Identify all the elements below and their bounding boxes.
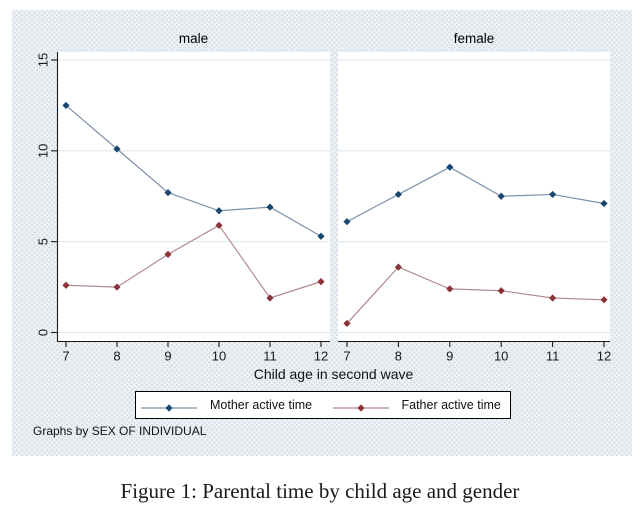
graphs-by-note: Graphs by SEX OF INDIVIDUAL bbox=[33, 424, 207, 438]
y-tick-label: 5 bbox=[36, 238, 51, 245]
mother-line bbox=[65, 104, 322, 237]
father-marker bbox=[394, 263, 402, 271]
mother-marker bbox=[343, 218, 351, 226]
father-marker bbox=[600, 296, 608, 304]
x-axis-title: Child age in second wave bbox=[253, 366, 414, 382]
series-father bbox=[343, 263, 608, 328]
mother-line bbox=[346, 166, 605, 223]
father-marker bbox=[215, 221, 223, 229]
figure-caption: Figure 1: Parental time by child age and… bbox=[120, 479, 520, 503]
father-marker bbox=[446, 285, 454, 293]
father-line bbox=[346, 266, 605, 324]
x-tick-label: 9 bbox=[164, 349, 171, 364]
father-marker bbox=[62, 281, 70, 289]
mother-swatch-svg bbox=[141, 404, 197, 412]
father-marker bbox=[266, 294, 274, 302]
mother-marker bbox=[266, 203, 274, 211]
father-line bbox=[65, 224, 322, 299]
y-tick-label: 10 bbox=[36, 144, 51, 158]
father-marker bbox=[549, 294, 557, 302]
mother-marker bbox=[317, 232, 325, 240]
mother-marker bbox=[164, 189, 172, 197]
series-mother bbox=[343, 163, 608, 226]
y-tick-label: 15 bbox=[36, 53, 51, 67]
father-marker bbox=[317, 278, 325, 286]
series-father bbox=[62, 221, 325, 302]
x-tick-label: 12 bbox=[597, 349, 611, 364]
x-tick-label: 10 bbox=[212, 349, 226, 364]
panel-title-male: male bbox=[178, 31, 209, 46]
x-tick-label: 7 bbox=[343, 349, 350, 364]
x-tick-label: 7 bbox=[62, 349, 69, 364]
gridlines bbox=[338, 59, 610, 333]
panel-female: 7 8 9 10 11 12 bbox=[338, 52, 611, 364]
gridlines bbox=[57, 59, 330, 333]
x-tick-label: 9 bbox=[446, 349, 453, 364]
plot-area bbox=[57, 52, 330, 341]
x-axis: 7 8 9 10 11 12 bbox=[57, 340, 330, 364]
y-axis: 0 5 10 15 bbox=[36, 52, 59, 342]
mother-marker bbox=[113, 145, 121, 153]
legend-item-mother: Mother active time bbox=[136, 392, 319, 418]
mother-marker bbox=[446, 163, 454, 171]
mother-marker bbox=[215, 207, 223, 215]
x-tick-label: 8 bbox=[113, 349, 120, 364]
x-axis: 7 8 9 10 11 12 bbox=[338, 340, 611, 364]
x-tick-label: 12 bbox=[314, 349, 328, 364]
stata-graph: 7 8 9 10 11 12 0 5 10 15 7 8 9 10 11 12 male female Chi… bbox=[12, 10, 632, 456]
series-mother bbox=[62, 101, 325, 240]
y-tick-label: 0 bbox=[36, 329, 51, 336]
father-line-swatch-icon bbox=[332, 400, 390, 412]
x-tick-label: 8 bbox=[395, 349, 402, 364]
mother-marker bbox=[600, 199, 608, 208]
father-swatch-svg bbox=[332, 404, 389, 412]
legend-item-father: Father active time bbox=[319, 392, 511, 418]
chart-canvas: 7 8 9 10 11 12 0 5 10 15 7 8 9 10 11 12 bbox=[36, 52, 611, 364]
legend-label-mother: Mother active time bbox=[210, 398, 313, 412]
father-marker bbox=[113, 283, 121, 291]
panel-title-female: female bbox=[453, 31, 495, 46]
plot-area bbox=[338, 52, 610, 341]
mother-marker bbox=[497, 192, 505, 200]
father-marker bbox=[343, 319, 351, 328]
father-marker bbox=[497, 287, 505, 295]
legend: Mother active time Father active time bbox=[135, 391, 511, 419]
panel-male: 7 8 9 10 11 12 0 5 10 15 bbox=[36, 52, 330, 364]
x-tick-label: 11 bbox=[263, 349, 277, 364]
mother-line-swatch-icon bbox=[140, 400, 198, 412]
x-tick-label: 11 bbox=[546, 349, 560, 364]
mother-marker bbox=[394, 190, 402, 199]
legend-label-father: Father active time bbox=[401, 398, 501, 412]
mother-marker bbox=[549, 190, 557, 199]
x-tick-label: 10 bbox=[494, 349, 508, 364]
